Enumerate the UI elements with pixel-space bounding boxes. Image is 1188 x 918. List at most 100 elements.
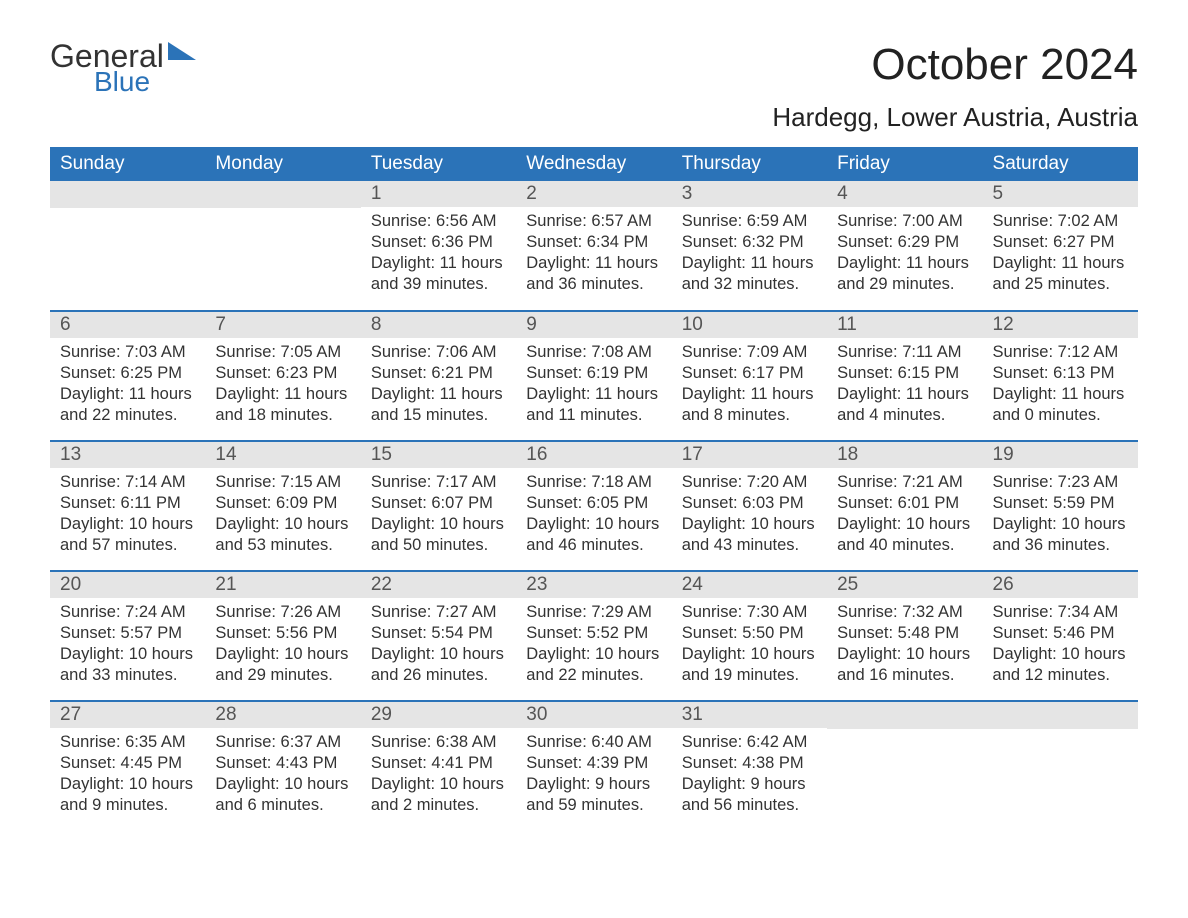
sunset-line: Sunset: 6:11 PM — [60, 494, 181, 512]
calendar-cell: 7Sunrise: 7:05 AMSunset: 6:23 PMDaylight… — [205, 311, 360, 441]
calendar-cell — [827, 701, 982, 831]
day-body: Sunrise: 6:42 AMSunset: 4:38 PMDaylight:… — [672, 728, 827, 826]
sunrise-line: Sunrise: 7:29 AM — [526, 603, 652, 621]
sunrise-line: Sunrise: 7:08 AM — [526, 343, 652, 361]
day-number: 18 — [827, 442, 982, 468]
calendar-cell: 28Sunrise: 6:37 AMSunset: 4:43 PMDayligh… — [205, 701, 360, 831]
sunset-line: Sunset: 6:19 PM — [526, 364, 648, 382]
header: General Blue October 2024 — [50, 40, 1138, 96]
sunrise-line: Sunrise: 7:11 AM — [837, 343, 961, 361]
daylight-line: Daylight: 9 hours and 59 minutes. — [526, 775, 650, 814]
page-title: October 2024 — [871, 40, 1138, 90]
calendar-cell: 5Sunrise: 7:02 AMSunset: 6:27 PMDaylight… — [983, 181, 1138, 311]
day-body: Sunrise: 6:40 AMSunset: 4:39 PMDaylight:… — [516, 728, 671, 826]
day-body — [50, 208, 205, 222]
sunset-line: Sunset: 6:23 PM — [215, 364, 337, 382]
sunrise-line: Sunrise: 7:03 AM — [60, 343, 186, 361]
sunset-line: Sunset: 6:25 PM — [60, 364, 182, 382]
calendar-cell — [983, 701, 1138, 831]
daylight-line: Daylight: 10 hours and 12 minutes. — [993, 645, 1126, 684]
calendar-cell: 1 Sunrise: 6:56 AM Sunset: 6:36 PM Daylight… — [361, 181, 516, 311]
sunset-line: Sunset: 5:59 PM — [993, 494, 1115, 512]
sunrise-line: Sunrise: 6:56 AM — [371, 212, 497, 230]
sunrise-line: Sunrise: 7:24 AM — [60, 603, 186, 621]
sunset-line: Sunset: 6:36 PM — [371, 233, 493, 251]
daylight-line: Daylight: 11 hours and 36 minutes. — [526, 254, 658, 293]
day-number: 30 — [516, 702, 671, 728]
sunset-line: Sunset: 6:27 PM — [993, 233, 1115, 251]
day-body: Sunrise: 6:56 AM Sunset: 6:36 PM Daylight:… — [361, 207, 516, 305]
calendar-cell: 25Sunrise: 7:32 AMSunset: 5:48 PMDayligh… — [827, 571, 982, 701]
calendar-cell: 6Sunrise: 7:03 AMSunset: 6:25 PMDaylight… — [50, 311, 205, 441]
day-body: Sunrise: 7:03 AM Sunset: 6:25 PM Daylight:… — [50, 338, 205, 436]
day-body: Sunrise: 7:00 AMSunset: 6:29 PMDaylight:… — [827, 207, 982, 305]
weekday-header: Friday — [827, 147, 982, 181]
calendar-row: 1 Sunrise: 6:56 AM Sunset: 6:36 PM Daylight… — [50, 181, 1138, 311]
sunset-line: Sunset: 5:54 PM — [371, 624, 493, 642]
day-body: Sunrise: 7:20 AMSunset: 6:03 PMDaylight:… — [672, 468, 827, 566]
sunset-line: Sunset: 6:13 PM — [993, 364, 1115, 382]
day-number: 13 — [50, 442, 205, 468]
day-number: 12 — [983, 312, 1138, 338]
day-number: 22 — [361, 572, 516, 598]
day-body: Sunrise: 7:30 AMSunset: 5:50 PMDaylight:… — [672, 598, 827, 696]
weekday-header: Saturday — [983, 147, 1138, 181]
sunset-line: Sunset: 6:32 PM — [682, 233, 804, 251]
daylight-line: Daylight: 11 hours and 0 minutes. — [993, 385, 1125, 424]
day-body: Sunrise: 7:23 AM Sunset: 5:59 PM Daylight:… — [983, 468, 1138, 566]
daylight-line: Daylight: 10 hours and 36 minutes. — [993, 515, 1126, 554]
day-body: Sunrise: 7:32 AM Sunset: 5:48 PM Daylight:… — [827, 598, 982, 696]
day-body: Sunrise: 7:27 AMSunset: 5:54 PMDaylight:… — [361, 598, 516, 696]
day-body: Sunrise: 6:59 AMSunset: 6:32 PMDaylight:… — [672, 207, 827, 305]
daylight-line: Daylight: 10 hours and 16 minutes. — [837, 645, 970, 684]
daylight-line: Daylight: 11 hours and 22 minutes. — [60, 385, 192, 424]
calendar-row: 13Sunrise: 7:14 AMSunset: 6:11 PMDayligh… — [50, 441, 1138, 571]
day-number — [983, 702, 1138, 729]
day-number: 15 — [361, 442, 516, 468]
sunset-line: Sunset: 6:34 PM — [526, 233, 648, 251]
sunrise-line: Sunrise: 6:37 AM — [215, 733, 341, 751]
day-number: 11 — [827, 312, 982, 338]
weekday-header: Monday — [205, 147, 360, 181]
calendar-row: 6Sunrise: 7:03 AMSunset: 6:25 PMDaylight… — [50, 311, 1138, 441]
calendar-cell: 23Sunrise: 7:29 AMSunset: 5:52 PMDayligh… — [516, 571, 671, 701]
sunset-line: Sunset: 6:21 PM — [371, 364, 493, 382]
day-number: 29 — [361, 702, 516, 728]
weekday-header: Thursday — [672, 147, 827, 181]
day-number: 28 — [205, 702, 360, 728]
sunrise-line: Sunrise: 7:20 AM — [682, 473, 808, 491]
daylight-line: Daylight: 10 hours and 26 minutes. — [371, 645, 504, 684]
sunrise-line: Sunrise: 7:23 AM — [993, 473, 1119, 491]
calendar-cell — [205, 181, 360, 311]
daylight-line: Daylight: 10 hours and 22 minutes. — [526, 645, 659, 684]
sunrise-line: Sunrise: 6:57 AM — [526, 212, 652, 230]
daylight-line: Daylight: 9 hours and 56 minutes. — [682, 775, 806, 814]
daylight-line: Daylight: 11 hours and 25 minutes. — [993, 254, 1125, 293]
calendar-cell: 16Sunrise: 7:18 AMSunset: 6:05 PMDayligh… — [516, 441, 671, 571]
day-body: Sunrise: 7:02 AMSunset: 6:27 PMDaylight:… — [983, 207, 1138, 305]
sunset-line: Sunset: 6:15 PM — [837, 364, 959, 382]
sunrise-line: Sunrise: 7:32 AM — [837, 603, 963, 621]
sunrise-line: Sunrise: 6:42 AM — [682, 733, 808, 751]
calendar-cell: 10Sunrise: 7:09 AMSunset: 6:17 PMDayligh… — [672, 311, 827, 441]
day-number — [205, 181, 360, 208]
sunset-line: Sunset: 5:46 PM — [993, 624, 1115, 642]
day-number: 16 — [516, 442, 671, 468]
sunset-line: Sunset: 6:29 PM — [837, 233, 959, 251]
calendar-body: 1 Sunrise: 6:56 AM Sunset: 6:36 PM Daylight… — [50, 181, 1138, 831]
calendar-cell: 12Sunrise: 7:12 AMSunset: 6:13 PMDayligh… — [983, 311, 1138, 441]
day-body — [205, 208, 360, 222]
day-body: Sunrise: 7:15 AMSunset: 6:09 PMDaylight:… — [205, 468, 360, 566]
day-number: 24 — [672, 572, 827, 598]
sunset-line: Sunset: 5:50 PM — [682, 624, 804, 642]
sunset-line: Sunset: 5:48 PM — [837, 624, 959, 642]
calendar-cell: 30Sunrise: 6:40 AMSunset: 4:39 PMDayligh… — [516, 701, 671, 831]
sunrise-line: Sunrise: 6:35 AM — [60, 733, 186, 751]
sunrise-line: Sunrise: 7:21 AM — [837, 473, 963, 491]
day-number: 1 — [361, 181, 516, 207]
calendar-cell: 21Sunrise: 7:26 AMSunset: 5:56 PMDayligh… — [205, 571, 360, 701]
daylight-line: Daylight: 11 hours and 39 minutes. — [371, 254, 503, 293]
logo: General Blue — [50, 40, 196, 96]
calendar-table: SundayMondayTuesdayWednesdayThursdayFrid… — [50, 147, 1138, 831]
calendar-cell: 19Sunrise: 7:23 AMSunset: 5:59 PMDayligh… — [983, 441, 1138, 571]
